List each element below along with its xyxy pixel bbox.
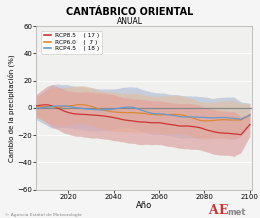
- X-axis label: Año: Año: [136, 201, 152, 210]
- Text: met: met: [228, 208, 246, 217]
- Text: E: E: [218, 204, 228, 217]
- Y-axis label: Cambio de la precipitación (%): Cambio de la precipitación (%): [7, 54, 15, 162]
- Text: ANUAL: ANUAL: [117, 17, 143, 26]
- Text: A: A: [208, 204, 218, 217]
- Text: CANTÁBRICO ORIENTAL: CANTÁBRICO ORIENTAL: [66, 7, 194, 17]
- Legend: RCP8.5    ( 17 ), RCP6.0    (  7 ), RCP4.5    ( 18 ): RCP8.5 ( 17 ), RCP6.0 ( 7 ), RCP4.5 ( 18…: [42, 31, 102, 54]
- Text: © Agencia Estatal de Meteorología: © Agencia Estatal de Meteorología: [5, 213, 82, 217]
